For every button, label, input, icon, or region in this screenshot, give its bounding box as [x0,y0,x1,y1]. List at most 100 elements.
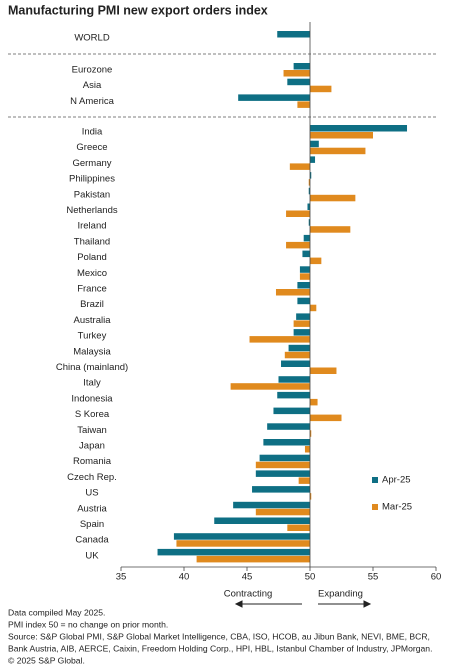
bar [277,31,310,38]
y-tick-label: Brazil [80,299,104,310]
bar [310,132,373,139]
y-tick-label: India [82,127,103,138]
chart-title: Manufacturing PMI new export orders inde… [8,3,268,17]
bar [297,297,310,305]
y-tick-label: Austria [77,503,107,514]
bar [278,376,310,383]
y-tick-label: Indonesia [71,393,113,404]
y-tick-label: S Korea [75,409,110,420]
bar [303,234,310,242]
bar [310,147,366,155]
bar [310,398,318,406]
bar [173,533,310,540]
note: Bank Austria, AIB, AERCE, Caixin, Freedo… [8,643,432,653]
y-tick-label: Thailand [74,236,110,247]
bar [287,78,310,86]
bar [263,439,310,446]
legend-swatch [372,504,378,510]
bar [299,273,310,280]
bar [255,508,310,516]
bar [297,101,310,108]
bar [307,203,310,210]
y-tick-label: WORLD [74,33,110,44]
bar [259,454,310,462]
y-tick-label: Czech Rep. [67,472,117,483]
y-tick-label: Japan [79,441,105,452]
bar [308,179,310,186]
bar [310,257,322,265]
x-tick-label: 55 [368,572,379,583]
bar [176,540,310,547]
bar [299,266,310,273]
bar [297,282,310,289]
y-tick-label: US [85,488,98,499]
bar [310,493,312,500]
x-tick-label: 45 [242,572,253,583]
bar [286,241,310,249]
bar [310,125,408,132]
bar [310,226,351,233]
y-tick-label: N America [70,96,115,107]
bar [310,414,342,422]
bar [275,289,310,296]
bar [267,423,310,430]
x-tick-label: 60 [431,572,442,583]
y-tick-label: Asia [83,80,102,91]
legend-label: Apr-25 [382,475,411,486]
y-tick-label: Italy [83,378,101,389]
legend-label: Mar-25 [382,502,412,513]
bar [310,156,316,163]
bar [157,548,310,556]
note: © 2025 S&P Global. [8,655,85,665]
bar [273,407,310,415]
bar [310,304,317,312]
bar [214,517,310,524]
y-tick-label: China (mainland) [56,362,128,373]
note: Source: S&P Global PMI, S&P Global Marke… [8,631,430,641]
bar [233,501,310,509]
y-tick-label: Spain [80,519,104,530]
annotation: Contracting [224,589,273,600]
x-tick-label: 50 [305,572,316,583]
bar [286,210,310,217]
bar [293,63,310,70]
bar [252,486,310,493]
y-tick-label: Eurozone [72,65,113,76]
bar [308,219,310,226]
bar [230,383,310,390]
bar [238,94,310,101]
y-tick-label: Malaysia [73,346,111,357]
y-tick-label: Taiwan [77,425,107,436]
bar [289,163,310,170]
bar [308,187,310,195]
x-tick-label: 40 [179,572,190,583]
y-tick-label: Canada [75,535,109,546]
bar [255,470,310,477]
bar [310,172,312,179]
bar [249,336,310,343]
y-tick-label: France [77,284,107,295]
bar [283,70,310,77]
note: PMI index 50 = no change on prior month. [8,619,168,629]
y-tick-label: Germany [72,158,111,169]
x-tick-label: 35 [116,572,127,583]
bar [293,329,310,336]
y-tick-label: Philippines [69,174,115,185]
bar [310,367,337,374]
bar [293,320,310,327]
bar [310,140,319,148]
bar [277,391,310,399]
bar [287,524,310,531]
y-tick-label: Netherlands [66,205,117,216]
bar [304,446,310,453]
y-tick-label: Ireland [77,221,106,232]
bar [255,461,310,469]
bar [310,430,312,437]
arrows [234,600,372,608]
y-tick-label: UK [85,550,99,561]
y-tick-label: Australia [74,315,112,326]
bar [281,360,310,367]
y-tick-label: Greece [76,142,107,153]
y-tick-label: Mexico [77,268,107,279]
